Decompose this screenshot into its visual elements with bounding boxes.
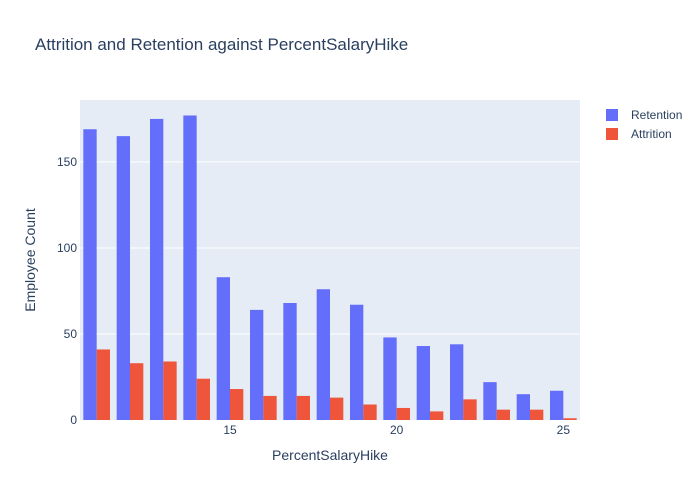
bar-retention-21[interactable] <box>416 346 430 420</box>
bar-retention-16[interactable] <box>250 309 264 420</box>
legend-swatch-retention[interactable] <box>606 109 618 121</box>
bar-attrition-16[interactable] <box>263 395 277 420</box>
legend-label-attrition[interactable]: Attrition <box>631 127 672 141</box>
bar-attrition-12[interactable] <box>130 363 144 420</box>
bar-attrition-20[interactable] <box>396 407 410 420</box>
bars <box>83 115 577 420</box>
bar-retention-14[interactable] <box>183 115 197 420</box>
bar-retention-11[interactable] <box>83 129 97 420</box>
bar-retention-24[interactable] <box>516 394 530 420</box>
bar-retention-13[interactable] <box>150 118 164 420</box>
bar-attrition-18[interactable] <box>330 397 344 420</box>
y-tick-label: 100 <box>57 241 77 255</box>
legend-label-retention[interactable]: Retention <box>631 108 682 122</box>
bar-attrition-15[interactable] <box>230 389 244 420</box>
bar-attrition-22[interactable] <box>463 399 477 420</box>
x-tick-label: 25 <box>557 423 571 437</box>
y-tick-label: 0 <box>70 413 77 427</box>
bar-attrition-14[interactable] <box>196 378 210 420</box>
bar-retention-12[interactable] <box>116 136 130 420</box>
bar-attrition-13[interactable] <box>163 361 177 420</box>
bar-retention-23[interactable] <box>483 382 497 420</box>
y-tick-labels: 0 50 100 150 <box>57 155 77 427</box>
chart-title: Attrition and Retention against PercentS… <box>35 35 408 54</box>
bar-attrition-21[interactable] <box>430 411 444 420</box>
x-axis-title: PercentSalaryHike <box>272 447 388 463</box>
bar-retention-15[interactable] <box>216 277 230 420</box>
x-tick-label: 15 <box>223 423 237 437</box>
bar-retention-20[interactable] <box>383 337 397 420</box>
legend-swatch-attrition[interactable] <box>606 128 618 140</box>
legend[interactable]: Retention Attrition <box>606 108 682 141</box>
bar-attrition-24[interactable] <box>530 409 544 420</box>
bar-retention-17[interactable] <box>283 303 297 420</box>
y-tick-label: 50 <box>64 327 78 341</box>
bar-attrition-17[interactable] <box>296 395 310 420</box>
bar-attrition-19[interactable] <box>363 404 377 420</box>
bar-retention-22[interactable] <box>450 344 464 420</box>
bar-retention-25[interactable] <box>550 390 564 420</box>
bar-attrition-25[interactable] <box>563 418 577 420</box>
bar-retention-18[interactable] <box>316 289 330 420</box>
x-tick-label: 20 <box>390 423 404 437</box>
y-tick-label: 150 <box>57 155 77 169</box>
bar-attrition-23[interactable] <box>496 409 510 420</box>
bar-attrition-11[interactable] <box>96 349 110 420</box>
x-tick-labels: 15 20 25 <box>223 423 570 437</box>
y-axis-title: Employee Count <box>22 208 38 312</box>
bar-retention-19[interactable] <box>350 304 364 420</box>
